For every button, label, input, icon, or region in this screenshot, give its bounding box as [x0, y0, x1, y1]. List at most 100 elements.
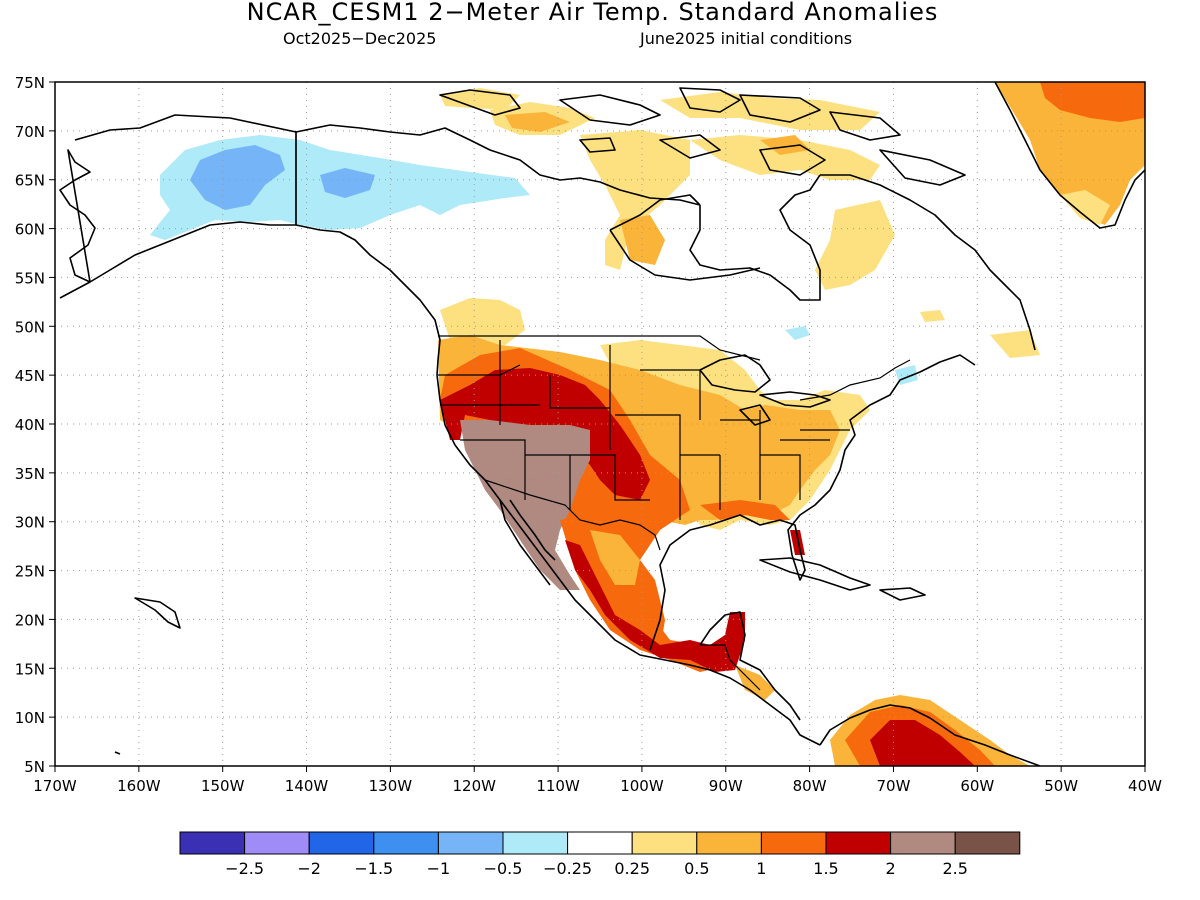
colorbar-swatch — [825, 831, 892, 855]
lat-tick-label: 65N — [15, 172, 45, 190]
yucatan — [699, 611, 801, 721]
lon-tick-label: 100W — [620, 777, 664, 795]
gulf-coast-strong — [700, 500, 790, 520]
lat-tick-label: 10N — [15, 709, 45, 727]
alaska-cold-core — [190, 145, 375, 210]
hawaii — [134, 597, 181, 629]
colorbar: −2.5 −2 −1.5 −1 −0.5 −0.25 0.25 0.5 1 1.5 2 2.5 — [179, 831, 1021, 878]
lat-tick-label: 15N — [15, 660, 45, 678]
colorbar-swatch — [567, 831, 633, 855]
colorbar-swatch — [890, 831, 956, 855]
colorbar-swatch — [631, 831, 698, 855]
forecast-period: Oct2025−Dec2025 — [283, 29, 437, 48]
lat-tick-label: 20N — [15, 611, 45, 629]
alaska-coast — [59, 114, 441, 376]
lat-tick-label: 30N — [15, 514, 45, 532]
us-mexico-border — [484, 479, 661, 551]
longitude-axis: 170W 160W 150W 140W 130W 120W 110W 100W 90W 80W 70… — [33, 766, 1162, 795]
lat-tick-label: 55N — [15, 269, 45, 287]
arctic-islands-warm — [660, 92, 880, 130]
greenland-strong — [1040, 82, 1145, 122]
colorbar-label: 1.5 — [813, 859, 838, 878]
arctic-warm-4 — [580, 130, 690, 270]
lon-tick-label: 150W — [201, 777, 245, 795]
lat-tick-label: 60N — [15, 221, 45, 239]
gulf-coast — [649, 354, 1041, 766]
latitude-axis: 5N 10N 15N 20N 25N 30N 35N 40N 45N 50N 55N 60N 65N 70… — [15, 74, 55, 776]
aleutian-dot — [114, 751, 121, 755]
lat-tick-label: 75N — [15, 74, 45, 92]
colorbar-swatch — [437, 831, 504, 855]
colorbar-label: 2 — [886, 859, 896, 878]
hudson-orange — [620, 135, 810, 265]
lat-tick-label: 70N — [15, 123, 45, 141]
colorbar-swatch — [373, 831, 439, 855]
lon-tick-label: 80W — [793, 777, 827, 795]
cuba — [759, 557, 871, 591]
colorbar-label: 0.25 — [614, 859, 650, 878]
hudson-bay — [609, 194, 761, 281]
colorbar-label: −1 — [427, 859, 451, 878]
hudson-east-warm — [690, 135, 880, 180]
lon-tick-label: 160W — [117, 777, 161, 795]
hispaniola — [879, 587, 926, 601]
colorbar-label: −2 — [297, 859, 321, 878]
lon-tick-label: 110W — [536, 777, 580, 795]
lat-tick-label: 50N — [15, 318, 45, 336]
political-borders — [295, 132, 911, 691]
canada-arctic-coast — [295, 124, 1036, 351]
lon-tick-label: 170W — [33, 777, 77, 795]
south-america-very-strong — [870, 720, 975, 766]
us-canada-border — [295, 132, 911, 401]
mexico-very-strong — [565, 540, 745, 672]
lat-tick-label: 25N — [15, 563, 45, 581]
anomaly-fills — [150, 82, 1145, 766]
map-title: NCAR_CESM1 2−Meter Air Temp. Standard An… — [246, 0, 939, 26]
lon-tick-label: 70W — [877, 777, 911, 795]
lon-tick-label: 60W — [960, 777, 994, 795]
colorbar-swatch — [954, 831, 1021, 855]
colorbar-label: 2.5 — [942, 859, 967, 878]
florida-warm — [790, 530, 805, 555]
lon-tick-label: 130W — [369, 777, 413, 795]
colorbar-label: 1 — [756, 859, 766, 878]
colorbar-swatch — [179, 831, 246, 855]
arctic-warm-3 — [505, 112, 570, 132]
labrador-weak-cold — [785, 326, 810, 340]
greenland-weak — [1060, 190, 1110, 225]
baja — [499, 499, 556, 586]
arctic-islands — [439, 87, 966, 186]
mexico-central-america — [700, 644, 761, 691]
lat-tick-label: 35N — [15, 465, 45, 483]
colorbar-label: −0.5 — [484, 859, 523, 878]
us-states-1 — [438, 340, 850, 520]
colorbar-swatch — [308, 831, 375, 855]
lat-tick-label: 5N — [24, 758, 45, 776]
colorbar-label: −2.5 — [225, 859, 264, 878]
us-west-coast — [436, 374, 821, 746]
colorbar-swatch — [696, 831, 762, 855]
greenland-coast — [994, 82, 1145, 229]
colorbar-label: −0.25 — [543, 859, 592, 878]
mexico-moderate — [590, 530, 640, 585]
lat-tick-label: 40N — [15, 416, 45, 434]
graticule — [55, 82, 1145, 766]
colorbar-swatch — [502, 831, 569, 855]
colorbar-label: −1.5 — [354, 859, 393, 878]
southwest-extreme — [460, 420, 590, 590]
lon-tick-label: 140W — [285, 777, 329, 795]
newfoundland-warm — [920, 310, 1040, 358]
lon-tick-label: 90W — [709, 777, 743, 795]
lon-tick-label: 40W — [1128, 777, 1162, 795]
colorbar-swatch — [244, 831, 310, 855]
lon-tick-label: 50W — [1044, 777, 1078, 795]
coastlines — [59, 82, 1145, 766]
colorbar-label: 0.5 — [684, 859, 709, 878]
lon-tick-label: 120W — [452, 777, 496, 795]
central-america-warm — [735, 665, 775, 700]
quebec-warm — [815, 200, 895, 290]
initial-conditions: June2025 initial conditions — [640, 29, 853, 48]
colorbar-swatch — [760, 831, 827, 855]
lat-tick-label: 45N — [15, 367, 45, 385]
